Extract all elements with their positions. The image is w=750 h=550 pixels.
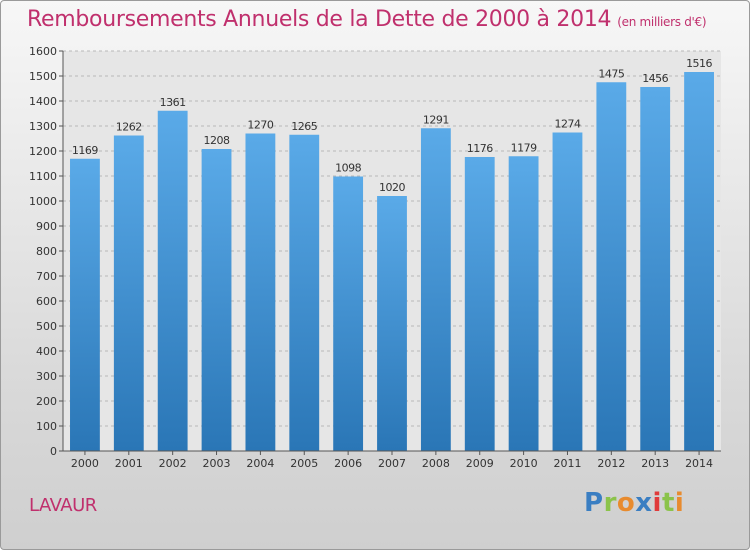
bar-value-label-2005: 1265 [291,120,317,133]
x-tick-label-2003: 2003 [203,457,231,470]
bar-2012 [596,82,627,451]
y-tick-label: 900 [36,220,57,233]
chart-title-text: Remboursements Annuels de la Dette de 20… [27,7,612,32]
bar-value-label-2003: 1208 [204,134,230,147]
y-tick-label: 1600 [29,45,57,58]
x-tick-label-2008: 2008 [422,457,450,470]
x-tick-label-2007: 2007 [378,457,406,470]
bar-2000 [70,158,100,451]
x-tick-label-2014: 2014 [685,457,713,470]
bar-value-label-2004: 1270 [247,119,273,132]
y-tick-label: 100 [36,420,57,433]
y-tick-label: 800 [36,245,57,258]
y-tick-label: 1400 [29,95,57,108]
y-tick-label: 1000 [29,195,57,208]
bar-value-label-2007: 1020 [379,181,405,194]
bar-2007 [377,196,407,451]
bar-value-label-2011: 1274 [554,118,580,131]
y-tick-label: 1100 [29,170,57,183]
x-tick-label-2004: 2004 [246,457,274,470]
logo-letter: P [584,488,604,518]
bar-2008 [420,128,451,451]
x-tick-label-2006: 2006 [334,457,362,470]
y-tick-label: 500 [36,320,57,333]
bar-value-label-2006: 1098 [335,162,361,175]
logo-letter: x [635,488,653,518]
logo-letter: o [616,488,636,518]
x-tick-label-2013: 2013 [641,457,669,470]
bar-2001 [113,135,144,451]
bar-2003 [201,149,232,451]
x-tick-label-2000: 2000 [71,457,99,470]
logo-letter: i [652,488,662,518]
x-tick-label-2012: 2012 [597,457,625,470]
commune-name: LAVAUR [29,495,97,516]
y-tick-label: 700 [36,270,57,283]
bar-value-label-2002: 1361 [160,96,186,109]
bar-value-label-2013: 1456 [642,72,668,85]
bar-value-label-2010: 1179 [511,141,537,154]
bar-value-label-2001: 1262 [116,121,142,134]
chart-unit-label: (en milliers d'€) [617,15,707,29]
bar-value-label-2014: 1516 [686,57,712,70]
logo-letter: t [661,488,675,518]
y-tick-label: 1200 [29,145,57,158]
chart-title: Remboursements Annuels de la Dette de 20… [27,7,707,32]
logo-letter: r [603,488,617,518]
y-tick-label: 200 [36,395,57,408]
bar-2009 [464,157,495,451]
bar-value-label-2008: 1291 [423,113,449,126]
y-tick-label: 300 [36,370,57,383]
bar-value-label-2012: 1475 [598,67,624,80]
proxiti-logo[interactable]: Proxiti [584,488,684,518]
y-tick-label: 1500 [29,70,57,83]
bar-2014 [684,72,714,451]
bar-2005 [289,134,320,451]
bar-2010 [508,156,539,451]
y-tick-label: 1300 [29,120,57,133]
bar-2004 [245,133,276,451]
x-tick-label-2005: 2005 [290,457,318,470]
bar-value-label-2000: 1169 [72,144,98,157]
x-tick-label-2010: 2010 [510,457,538,470]
x-tick-label-2011: 2011 [553,457,581,470]
y-tick-label: 0 [50,445,57,458]
x-tick-label-2009: 2009 [466,457,494,470]
bar-2011 [552,132,583,451]
bar-2002 [157,110,188,451]
bar-2013 [640,87,671,451]
bar-value-label-2009: 1176 [467,142,493,155]
bar-2006 [333,176,364,451]
y-tick-label: 400 [36,345,57,358]
x-tick-label-2001: 2001 [115,457,143,470]
logo-letter: i [674,488,685,518]
x-tick-label-2002: 2002 [159,457,187,470]
y-tick-label: 600 [36,295,57,308]
